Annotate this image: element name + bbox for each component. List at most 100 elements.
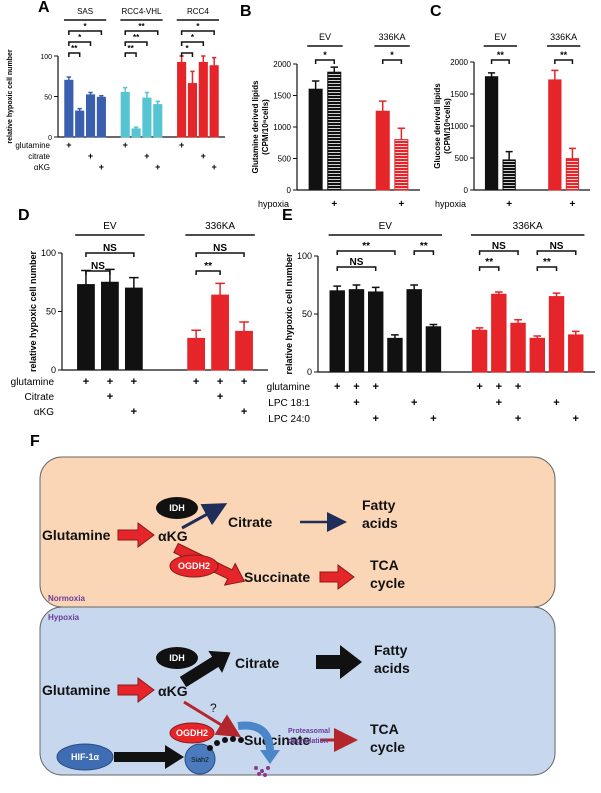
- significance-label: NS: [213, 243, 227, 254]
- arrow-head: [260, 750, 280, 764]
- condition-mark: +: [506, 199, 512, 210]
- condition-mark: +: [398, 199, 404, 210]
- significance-bracket: [180, 41, 205, 46]
- significance-label: **: [204, 261, 212, 272]
- y-axis-label: Glucose derived lipids: [433, 83, 442, 169]
- significance-bracket: [85, 270, 111, 275]
- significance-bracket: [536, 266, 558, 271]
- arrow: [316, 645, 362, 679]
- y-tick-label: 2000: [450, 58, 468, 67]
- significance-label: *: [191, 33, 195, 42]
- significance-bracket: [554, 59, 574, 64]
- error-bar: [191, 329, 201, 339]
- error-bar: [99, 94, 104, 98]
- bar: [96, 96, 106, 138]
- bar: [77, 284, 95, 371]
- condition-mark: +: [515, 381, 521, 393]
- y-axis-label: relative hypoxic cell number: [7, 49, 14, 143]
- condition-mark: +: [99, 162, 104, 172]
- y-axis-label: (CPM/10⁶cells): [443, 98, 452, 154]
- condition-mark: +: [123, 140, 128, 150]
- node-label: Glutamine: [42, 527, 111, 543]
- node-label: Glutamine: [42, 682, 111, 698]
- condition-mark: +: [372, 413, 378, 425]
- condition-mark: +: [155, 162, 160, 172]
- panel-letter: F: [30, 433, 40, 450]
- node-label: αKG: [158, 683, 188, 699]
- bar: [187, 337, 206, 371]
- group-label: EV: [103, 221, 117, 232]
- y-tick-label: 0: [287, 186, 292, 195]
- condition-label: glutamine: [267, 382, 311, 393]
- error-bar: [505, 150, 513, 160]
- y-tick-label: 100: [41, 248, 56, 258]
- bar: [502, 159, 516, 191]
- y-axis-label: relative hypoxic cell number: [284, 253, 294, 375]
- error-bar: [391, 334, 399, 339]
- condition-mark: +: [107, 376, 113, 388]
- condition-mark: +: [217, 391, 223, 403]
- protein: [184, 743, 216, 775]
- significance-bracket: [180, 30, 215, 35]
- condition-label: αKG: [34, 407, 54, 418]
- bar: [375, 110, 390, 191]
- node-label: Citrate: [235, 655, 280, 671]
- bar: [327, 71, 342, 191]
- arrow: [319, 564, 355, 590]
- node-label: Fatty: [362, 497, 396, 513]
- bar: [568, 334, 584, 373]
- bar: [75, 110, 85, 138]
- group-label: RCC4-VHL: [121, 7, 162, 16]
- significance-label: **: [138, 22, 145, 31]
- error-bar: [190, 70, 195, 84]
- condition-mark: +: [570, 199, 576, 210]
- degraded-fragments: [254, 766, 270, 777]
- group-label: EV: [494, 32, 506, 42]
- bar: [367, 291, 384, 373]
- bar: [406, 289, 422, 373]
- condition-label: hypoxia: [258, 199, 289, 209]
- bar: [235, 330, 253, 371]
- bar: [124, 287, 143, 371]
- node-label: cycle: [370, 575, 405, 591]
- bar: [177, 61, 187, 138]
- condition-mark: +: [353, 381, 359, 393]
- node-label: degradation: [288, 738, 328, 745]
- condition-mark: +: [476, 381, 482, 393]
- error-bar: [352, 284, 361, 290]
- bar: [471, 329, 488, 373]
- condition-label: Citrate: [25, 392, 55, 403]
- significance-bracket: [381, 59, 403, 64]
- significance-label: *: [390, 50, 394, 60]
- error-bar: [494, 291, 503, 295]
- condition-mark: +: [201, 151, 206, 161]
- error-bar: [239, 321, 249, 332]
- node-label: HIF-1α: [71, 752, 100, 762]
- panel-letter: D: [18, 207, 30, 224]
- node-label: TCA: [370, 557, 399, 573]
- condition-mark: +: [353, 397, 359, 409]
- group-label: SAS: [77, 7, 93, 16]
- y-tick-label: 500: [455, 154, 469, 163]
- condition-label: hypoxia: [435, 199, 466, 209]
- protein: [56, 743, 114, 771]
- arrow: [237, 721, 274, 753]
- node-label: acids: [362, 515, 398, 531]
- significance-label: **: [543, 257, 551, 268]
- significance-bracket: [336, 266, 377, 271]
- node-label: TCA: [370, 721, 399, 737]
- y-tick-label: 100: [297, 251, 312, 261]
- group-label: 336KA: [513, 221, 543, 232]
- significance-bracket: [195, 252, 245, 257]
- condition-label: glutamine: [11, 377, 55, 388]
- panel-letter: B: [240, 3, 252, 20]
- condition-label: αKG: [34, 163, 50, 172]
- significance-label: NS: [350, 257, 364, 268]
- significance-label: **: [128, 44, 135, 53]
- error-bar: [311, 80, 320, 90]
- condition-label: Hypoxia: [48, 613, 80, 622]
- error-bar: [533, 335, 542, 339]
- condition-mark: +: [131, 376, 137, 388]
- significance-bracket: [68, 41, 92, 46]
- condition-mark: +: [372, 381, 378, 393]
